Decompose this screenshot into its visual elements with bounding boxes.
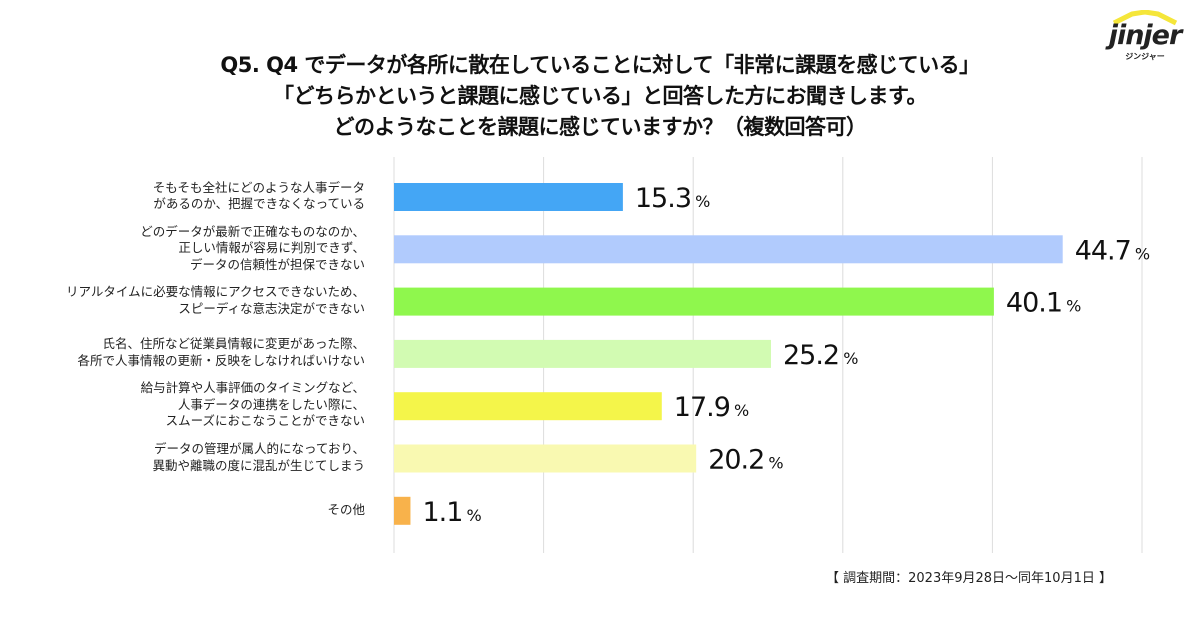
category-label-line: 異動や離職の度に混乱が生じてしまう	[152, 457, 365, 473]
category-label-line: その他	[327, 501, 365, 517]
bar-3	[394, 339, 771, 368]
category-label-3: 氏名、住所など従業員情報に変更があった際、 各所で人事情報の更新・反映をしなければ…	[77, 336, 365, 369]
category-label-line: 人事データの連携をしたい際に、	[177, 396, 365, 412]
category-label-0: そもそも全社にどのような人事データ があるのか、把握できなくなっている	[153, 180, 365, 213]
category-label-line: そもそも全社にどのような人事データ	[152, 179, 365, 195]
percent-unit: %	[462, 506, 481, 525]
category-label-line: データの信頼性が担保できない	[189, 256, 365, 272]
logo-wordmark: jinjer	[1108, 20, 1183, 51]
percent-unit: %	[730, 401, 749, 420]
value-label-4: 17.9 %	[674, 392, 749, 423]
category-label-1: どのデータが最新で正確なものなのか、 正しい情報が容易に判別できず、 データの信頼性…	[140, 224, 365, 274]
category-label-6: その他	[327, 502, 365, 519]
bar-2	[394, 287, 994, 316]
category-label-line: スピーディな意志決定ができない	[178, 300, 365, 316]
value-label-1: 44.7 %	[1075, 235, 1150, 266]
value-label-3: 25.2 %	[783, 340, 858, 371]
percent-unit: %	[691, 192, 710, 211]
category-label-line: 給与計算や人事評価のタイミングなど、	[140, 380, 365, 396]
title-line-2: 「どちらかというと課題に感じている」と回答した方にお聞きします。	[273, 84, 927, 108]
value-number: 15.3	[635, 183, 691, 214]
category-label-line: があるのか、把握できなくなっている	[153, 196, 365, 211]
percent-unit: %	[1062, 297, 1081, 316]
percent-unit: %	[1131, 244, 1150, 263]
survey-period: 【 調査期間：2023年9月28日〜同年10月1日 】	[826, 571, 1112, 586]
category-label-4: 給与計算や人事評価のタイミングなど、 人事データの連携をしたい際に、 スムーズにおこ…	[141, 380, 365, 430]
category-label-line: スムーズにおこなうことができない	[165, 413, 365, 429]
value-number: 40.1	[1006, 288, 1062, 319]
category-label-line: どのデータが最新で正確なものなのか、	[140, 223, 365, 239]
title-line-1: Q5. Q4 でデータが各所に散在していることに対して「非常に課題を感じている」	[220, 53, 980, 77]
bar-5	[394, 444, 697, 473]
bar-4	[394, 392, 662, 421]
category-label-line: データの管理が属人的になっており、	[153, 441, 365, 456]
bar-0	[394, 183, 623, 211]
title-line-3: どのようなことを課題に感じていますか？（複数回答可）	[333, 115, 868, 139]
value-number: 44.7	[1075, 235, 1131, 266]
value-label-5: 20.2 %	[708, 445, 783, 476]
value-number: 20.2	[708, 445, 764, 476]
percent-unit: %	[839, 349, 858, 368]
value-number: 17.9	[674, 392, 730, 423]
logo-subtitle: ジンジャー	[1125, 52, 1165, 61]
bar-6	[394, 496, 411, 525]
value-label-2: 40.1 %	[1006, 288, 1081, 319]
percent-unit: %	[764, 454, 783, 473]
category-label-line: リアルタイムに必要な情報にアクセスできないため、	[65, 284, 365, 300]
bar-1	[394, 235, 1063, 264]
value-number: 1.1	[422, 497, 462, 528]
category-label-line: 氏名、住所など従業員情報に変更があった際、	[102, 336, 365, 352]
value-label-0: 15.3 %	[635, 183, 710, 214]
category-label-line: 各所で人事情報の更新・反映をしなければいけない	[77, 352, 365, 368]
value-number: 25.2	[783, 340, 839, 371]
jinjer-logo: jinjer ジンジャー	[1102, 10, 1188, 61]
value-label-6: 1.1 %	[422, 497, 481, 528]
category-label-line: 正しい情報が容易に判別できず、	[178, 240, 365, 256]
chart-title: Q5. Q4 でデータが各所に散在していることに対して「非常に課題を感じている」…	[0, 50, 1200, 143]
category-label-2: リアルタイムに必要な情報にアクセスできないため、 スピーディな意志決定ができない	[66, 284, 365, 317]
category-label-5: データの管理が属人的になっており、 異動や離職の度に混乱が生じてしまう	[152, 441, 365, 474]
roof-icon	[1112, 10, 1178, 26]
